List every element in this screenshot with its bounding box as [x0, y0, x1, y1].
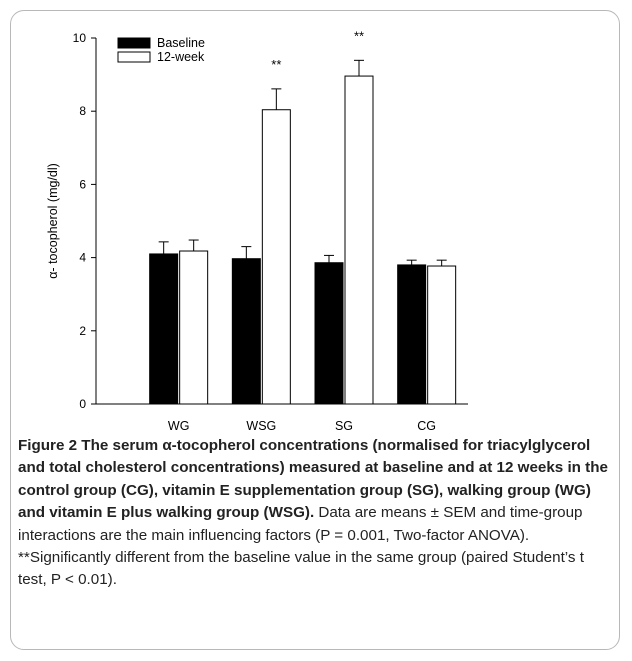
bar: [397, 264, 427, 405]
bar: [149, 253, 179, 405]
figure-caption: Figure 2 The serum α-tocopherol concentr…: [18, 435, 616, 592]
chart-bars: ** **: [149, 28, 457, 405]
x-tick-label: WSG: [246, 419, 276, 430]
bar: [261, 109, 291, 405]
legend-swatch: [117, 37, 151, 49]
bar: [231, 258, 261, 405]
bar: [179, 250, 209, 405]
significance-marker: **: [354, 28, 364, 43]
legend-label: Baseline: [157, 36, 205, 50]
x-tick-label: WG: [168, 419, 190, 430]
x-tick-label: CG: [417, 419, 436, 430]
y-axis-label: α- tocopherol (mg/dl): [46, 163, 60, 279]
y-tick-label: 8: [79, 104, 86, 118]
caption-text: Data are means ± SEM and time-group inte…: [18, 504, 584, 589]
y-tick-label: 0: [79, 397, 86, 411]
y-tick-label: 6: [79, 177, 86, 191]
caption-title: Figure 2 The serum α-tocopherol concentr…: [18, 437, 608, 522]
legend-swatch: [117, 51, 151, 63]
legend-label: 12-week: [157, 50, 205, 64]
x-tick-label: SG: [335, 419, 353, 430]
y-tick-label: 2: [79, 324, 86, 338]
significance-marker: **: [271, 57, 281, 72]
bar: [427, 265, 457, 405]
bar-chart: 0 2 4 6 8 10 α- tocopherol (mg/dl) WG WSG SG CG **…: [46, 28, 468, 430]
y-tick-label: 4: [79, 251, 86, 265]
bar: [344, 75, 374, 405]
y-tick-label: 10: [73, 31, 87, 45]
bar: [314, 262, 344, 405]
